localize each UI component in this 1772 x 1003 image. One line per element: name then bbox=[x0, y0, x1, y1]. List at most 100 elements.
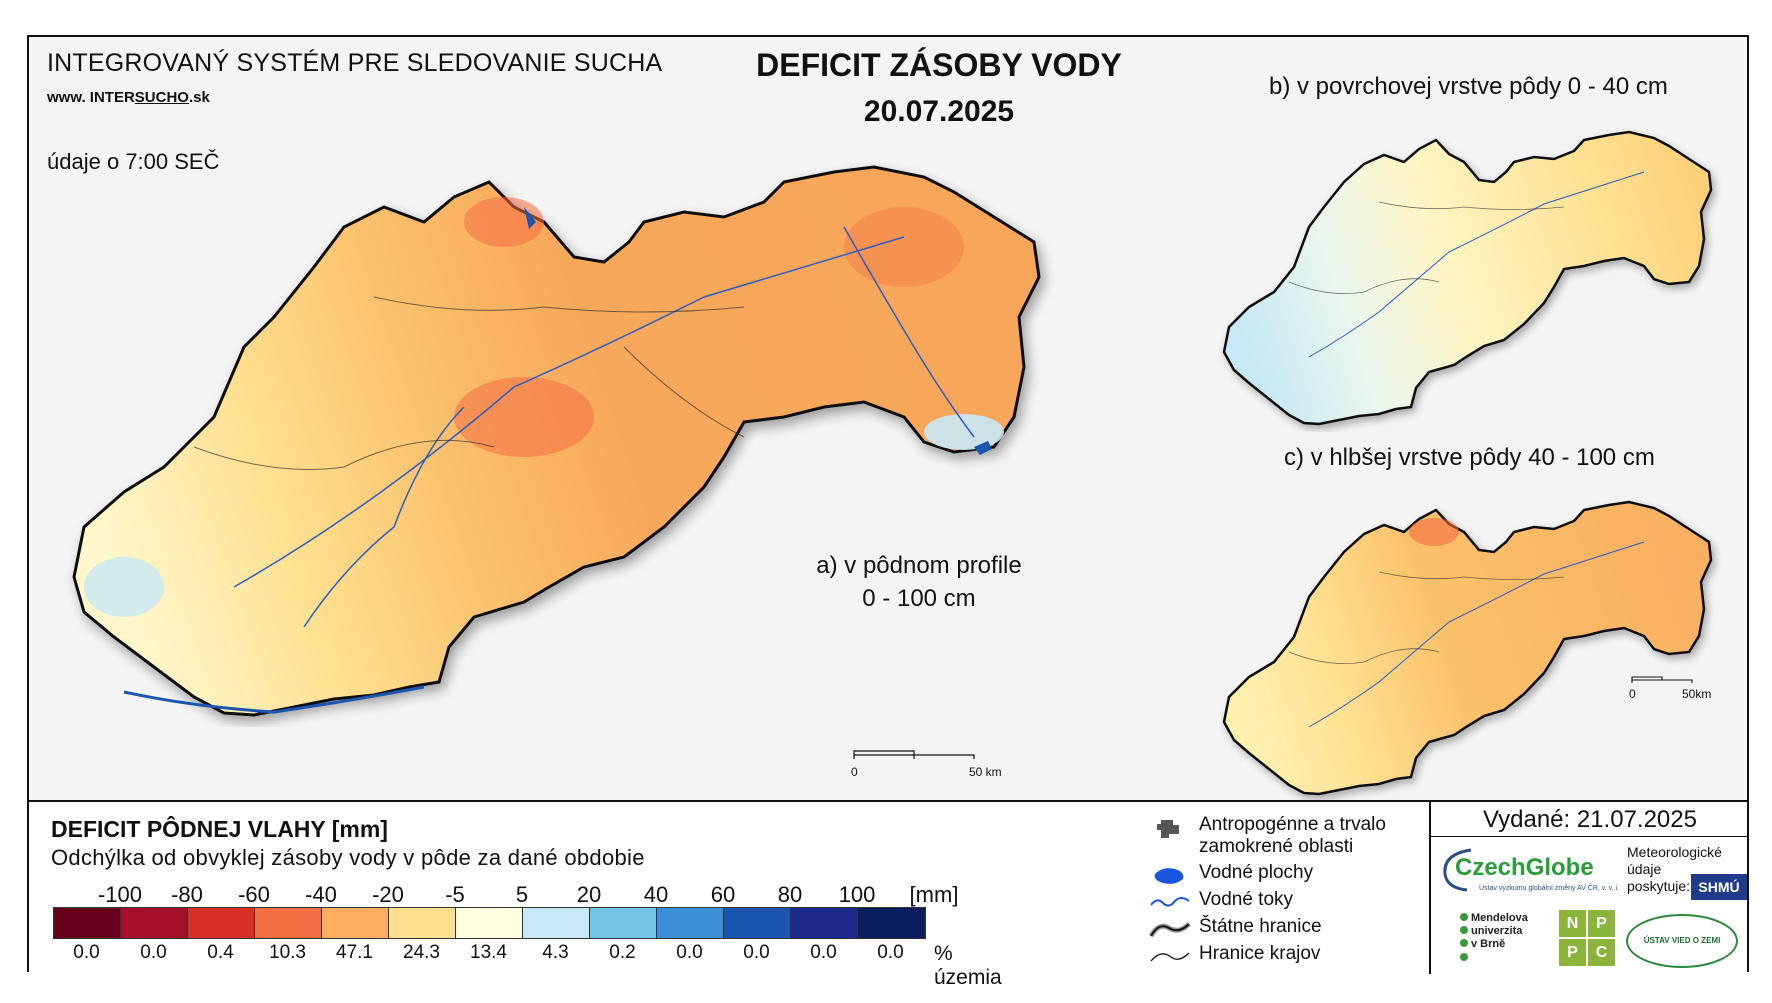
legend-percentage: 0.0 bbox=[810, 942, 837, 963]
legend-state-borders: Štátne hranice bbox=[1149, 916, 1409, 940]
issued-date: Vydané: 21.07.2025 bbox=[1483, 806, 1697, 833]
legend-tick-label: 40 bbox=[643, 882, 669, 907]
small-scalebar-zero: 0 bbox=[1629, 687, 1636, 701]
website-suffix: .sk bbox=[188, 89, 210, 106]
legend-percentage: 13.4 bbox=[470, 942, 507, 963]
uvz-logo: ÚSTAV VIED O ZEMI bbox=[1626, 914, 1738, 968]
main-scalebar-zero: 0 bbox=[851, 765, 858, 779]
legend-swatch bbox=[858, 908, 925, 938]
legend-percentages: 0.0 0.0 0.4 10.3 47.1 24.3 13.4 4.3 0.2 0.0 0.0 0.0… bbox=[53, 942, 1013, 989]
czechglobe-sub: Ústav výzkumu globální změny AV ČR, v. v… bbox=[1479, 885, 1620, 892]
legend-tick-label: -80 bbox=[171, 882, 203, 907]
legend-percentage: 0.0 bbox=[140, 942, 167, 963]
panel-a-label: a) v pôdnom profile 0 - 100 cm bbox=[799, 549, 1039, 615]
legend-water-bodies: Vodné plochy bbox=[1149, 862, 1409, 886]
map-frame: INTEGROVANÝ SYSTÉM PRE SLEDOVANIE SUCHA … bbox=[27, 35, 1749, 989]
panel-a-line1: a) v pôdnom profile bbox=[816, 552, 1022, 579]
legend-swatch bbox=[121, 908, 188, 938]
legend-colorbar bbox=[53, 907, 926, 939]
legend-percentage: 0.0 bbox=[676, 942, 703, 963]
mendel-line-2: univerzita bbox=[1471, 925, 1523, 937]
legend-swatch bbox=[724, 908, 791, 938]
website-link[interactable]: www. INTERSUCHO.sk bbox=[47, 89, 210, 106]
website-prefix: www. bbox=[47, 89, 90, 106]
state-border-icon bbox=[1149, 922, 1191, 938]
npc-letter: N bbox=[1559, 910, 1586, 937]
legend-percent-unit: % územia bbox=[934, 942, 1002, 989]
legend-percentage: 0.0 bbox=[73, 942, 100, 963]
legend-percentage: 0.2 bbox=[609, 942, 636, 963]
water-body-icon bbox=[1154, 868, 1184, 884]
legend-tick-label: -100 bbox=[97, 882, 143, 907]
website-mid: INTER bbox=[89, 89, 135, 106]
meteo-line-3: poskytuje: bbox=[1627, 878, 1691, 894]
legend-area: DEFICIT PÔDNEJ VLAHY [mm] Odchýlka od ob… bbox=[29, 800, 1749, 989]
legend-swatch bbox=[590, 908, 657, 938]
legend-swatch bbox=[255, 908, 322, 938]
legend-percentage: 47.1 bbox=[336, 942, 373, 963]
website-underlined: SUCHO bbox=[134, 89, 189, 106]
legend-swatch bbox=[523, 908, 590, 938]
legend-percentage: 4.3 bbox=[542, 942, 569, 963]
water-bodies-label: Vodné plochy bbox=[1199, 862, 1314, 883]
legend-swatch bbox=[456, 908, 523, 938]
region-border-icon bbox=[1150, 952, 1190, 962]
panel-c-label: c) v hlbšej vrstve pôdy 40 - 100 cm bbox=[1284, 444, 1655, 471]
legend-tick-label: -40 bbox=[305, 882, 337, 907]
map-date: 20.07.2025 bbox=[863, 95, 1015, 128]
legend-swatch bbox=[54, 908, 121, 938]
issued-box: Vydané: 21.07.2025 CzechGlobe Ústav výzk… bbox=[1429, 802, 1749, 974]
system-name: INTEGROVANÝ SYSTÉM PRE SLEDOVANIE SUCHA bbox=[47, 49, 663, 77]
legend-region-borders: Hranice krajov bbox=[1149, 943, 1409, 967]
legend-tick-label: 100 bbox=[838, 882, 876, 907]
main-scalebar bbox=[853, 750, 975, 759]
legend-swatch bbox=[389, 908, 456, 938]
legend-percentage: 0.0 bbox=[743, 942, 770, 963]
state-borders-label: Štátne hranice bbox=[1199, 916, 1322, 937]
panel-b-label: b) v povrchovej vrstve pôdy 0 - 40 cm bbox=[1269, 73, 1668, 100]
meteo-provider: Meteorologické údaje poskytuje: bbox=[1627, 844, 1722, 895]
legend-anthro: Antropogénne a trvalo zamokrené oblasti bbox=[1149, 814, 1409, 858]
map-b bbox=[1222, 130, 1713, 426]
legend-title: DEFICIT PÔDNEJ VLAHY [mm] bbox=[51, 816, 388, 842]
mendel-line-1: Mendelova bbox=[1471, 912, 1528, 924]
npc-letter: P bbox=[1588, 910, 1615, 937]
legend-subtitle: Odchýlka od obvyklej zásoby vody v pôde … bbox=[51, 845, 645, 870]
anthro-area-icon bbox=[1157, 820, 1179, 838]
npc-letter: P bbox=[1559, 939, 1586, 966]
legend-percentage: 0.4 bbox=[207, 942, 234, 963]
legend-swatch bbox=[791, 908, 858, 938]
map-title: DEFICIT ZÁSOBY VODY bbox=[756, 47, 1122, 83]
mendel-dots-icon bbox=[1460, 913, 1468, 961]
legend-tick-label: -60 bbox=[238, 882, 270, 907]
npc-logo: N P P C bbox=[1559, 910, 1615, 966]
panel-a-line2: 0 - 100 cm bbox=[862, 585, 976, 612]
legend-unit: [mm] bbox=[909, 882, 959, 907]
water-stream-icon bbox=[1150, 897, 1190, 907]
legend-tick-label: -20 bbox=[372, 882, 404, 907]
meteo-line-1: Meteorologické bbox=[1627, 844, 1722, 860]
anthro-label-1: Antropogénne a trvalo bbox=[1199, 814, 1386, 835]
legend-tick-label: 60 bbox=[710, 882, 736, 907]
main-scalebar-end: 50 km bbox=[969, 765, 1002, 779]
legend-swatch bbox=[657, 908, 724, 938]
anthro-label-2: zamokrené oblasti bbox=[1199, 836, 1354, 857]
npc-letter: C bbox=[1588, 939, 1615, 966]
water-streams-label: Vodné toky bbox=[1199, 889, 1294, 910]
meteo-line-2: údaje bbox=[1627, 861, 1662, 877]
shmu-logo: SHMÚ bbox=[1691, 874, 1747, 900]
legend-percentage: 24.3 bbox=[403, 942, 440, 963]
region-borders-label: Hranice krajov bbox=[1199, 943, 1321, 964]
mendel-logo: Mendelova univerzita v Brně bbox=[1471, 912, 1528, 951]
czechglobe-swoosh-icon bbox=[1443, 848, 1472, 892]
legend-tick-label: 80 bbox=[777, 882, 803, 907]
small-scalebar bbox=[1631, 676, 1693, 683]
data-time: údaje o 7:00 SEČ bbox=[47, 149, 220, 174]
legend-percentage: 0.0 bbox=[877, 942, 904, 963]
legend-swatch bbox=[322, 908, 389, 938]
small-scalebar-end: 50km bbox=[1682, 687, 1712, 701]
mendel-line-3: v Brně bbox=[1471, 938, 1506, 950]
legend-percentage: 10.3 bbox=[269, 942, 306, 963]
legend-tick-label: -5 bbox=[445, 882, 465, 907]
map-c bbox=[1222, 500, 1713, 796]
